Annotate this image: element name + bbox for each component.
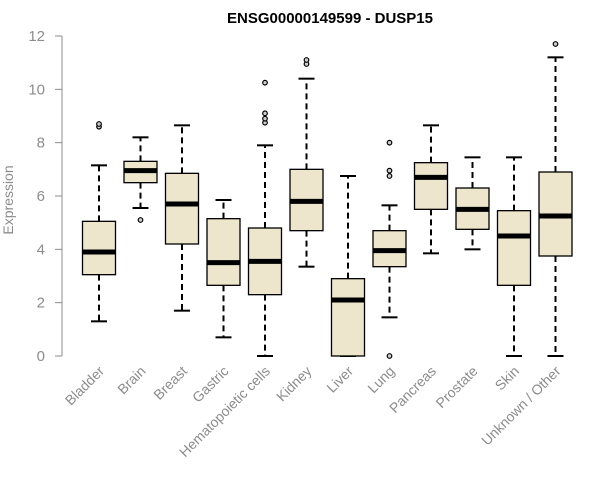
outlier-point [386,139,393,146]
y-tick-label: 10 [28,81,45,98]
box-unknown-other [538,41,573,357]
outlier-point [262,115,268,122]
outlier-point [262,79,268,86]
box-gastric [206,199,241,339]
box-brain [123,136,158,223]
box-hematopoietic-cells [247,79,283,357]
box-iqr [164,172,200,245]
box-iqr [330,278,366,357]
x-tick-label: Prostate [432,363,480,411]
y-tick-label: 12 [28,28,45,45]
box-lung [372,139,407,359]
x-tick-label: Kidney [273,363,315,405]
x-tick-label: Unknown / Other [478,363,564,449]
outlier-point [137,217,144,223]
box-pancreas [413,124,449,255]
y-tick-label: 6 [37,188,45,205]
outlier-point [386,167,393,174]
box-iqr [206,218,241,286]
outlier-point [303,57,310,63]
outlier-point [386,173,393,179]
box-liver [330,175,366,357]
chart-title: ENSG00000149599 - DUSP15 [227,10,433,27]
y-tick-label: 0 [37,348,45,365]
x-tick-label: Liver [323,363,356,396]
box-prostate [455,156,490,251]
y-axis-ticks: 0 2 4 6 8 10 12 [28,28,62,365]
x-tick-label: Lung [364,363,397,396]
outlier-point [262,110,268,117]
outlier-point [386,353,393,359]
y-axis-label: Expression [0,165,16,234]
box-kidney [289,57,324,268]
boxes-group [81,41,573,359]
box-skin [496,156,532,357]
outlier-point [96,121,102,127]
y-tick-label: 2 [37,295,45,312]
y-tick-label: 8 [37,135,45,152]
y-tick-label: 4 [37,241,45,258]
x-tick-label: Bladder [62,363,108,409]
box-breast [164,124,200,312]
x-tick-label: Skin [492,363,523,394]
box-iqr [496,210,532,286]
outlier-point [552,41,559,47]
x-tick-label: Breast [150,363,190,403]
x-tick-label: Brain [114,363,148,397]
box-iqr [413,162,449,210]
box-bladder [81,121,117,323]
box-iqr [81,220,117,276]
